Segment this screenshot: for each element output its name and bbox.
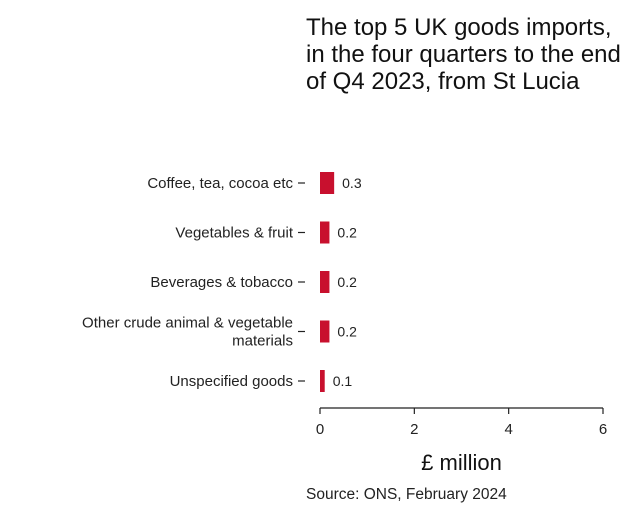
- data-label: 0.2: [337, 324, 357, 340]
- y-tick-label: Unspecified goods: [170, 373, 293, 390]
- chart-title: The top 5 UK goods imports, in the four …: [306, 14, 621, 95]
- x-tick-label: 6: [599, 421, 607, 438]
- bar: [320, 370, 325, 392]
- data-label: 0.2: [337, 225, 357, 241]
- y-tick-label: Other crude animal & vegetable: [82, 315, 293, 332]
- bar: [320, 271, 330, 293]
- bar: [320, 221, 330, 244]
- x-tick-label: 2: [410, 421, 418, 438]
- y-tick-label: Beverages & tobacco: [150, 274, 293, 291]
- data-label: 0.2: [337, 274, 357, 290]
- data-label: 0.1: [333, 373, 353, 389]
- bar: [320, 172, 335, 194]
- x-axis-title: £ million: [421, 450, 502, 475]
- data-label: 0.3: [342, 175, 362, 191]
- source-note: Source: ONS, February 2024: [306, 486, 507, 503]
- y-tick-label: materials: [232, 333, 293, 350]
- y-tick-label: Vegetables & fruit: [175, 225, 293, 242]
- y-tick-label: Coffee, tea, cocoa etc: [147, 175, 293, 192]
- bar: [320, 320, 330, 343]
- x-tick-label: 0: [316, 421, 324, 438]
- x-tick-label: 4: [504, 421, 512, 438]
